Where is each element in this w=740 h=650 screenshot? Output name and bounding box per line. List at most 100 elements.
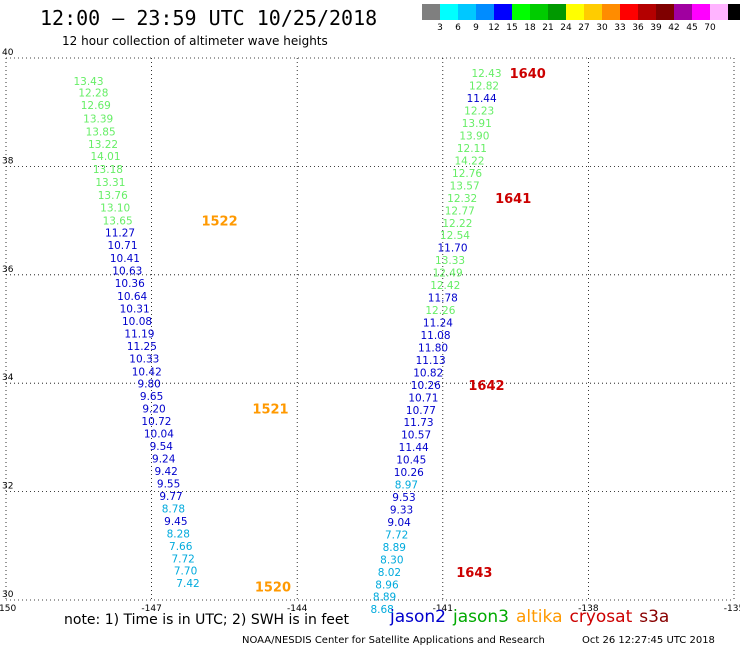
colorbar-label: 3 bbox=[437, 23, 443, 33]
colorbar-swatch bbox=[548, 4, 566, 20]
wave-height-value: 8.78 bbox=[162, 503, 185, 515]
wave-height-value: 9.77 bbox=[159, 491, 182, 503]
wave-height-value: 11.27 bbox=[105, 228, 135, 240]
chart-subtitle: 12 hour collection of altimeter wave hei… bbox=[62, 34, 328, 48]
satellite-legend-altika: altika bbox=[516, 607, 563, 627]
wave-height-value: 9.54 bbox=[150, 441, 174, 453]
x-tick-label: -144 bbox=[287, 604, 308, 614]
pass-time-label: 1520 bbox=[255, 580, 291, 595]
wave-height-value: 10.36 bbox=[115, 278, 145, 290]
x-tick-label: -138 bbox=[578, 604, 599, 614]
pass-time-label: 1522 bbox=[201, 215, 237, 230]
wave-height-value: 12.82 bbox=[469, 81, 499, 93]
colorbar-swatch bbox=[530, 4, 548, 20]
colorbar-label: 18 bbox=[524, 23, 536, 33]
colorbar-label: 21 bbox=[542, 23, 554, 33]
wave-height-value: 9.33 bbox=[390, 504, 413, 516]
wave-height-value: 10.33 bbox=[129, 353, 159, 365]
wave-height-value: 10.63 bbox=[112, 265, 142, 277]
y-tick-label: 36 bbox=[2, 265, 14, 275]
wave-height-value: 13.33 bbox=[435, 255, 465, 267]
wave-height-value: 12.23 bbox=[464, 106, 494, 118]
wave-height-value: 12.77 bbox=[445, 205, 475, 217]
wave-height-value: 10.71 bbox=[408, 392, 438, 404]
wave-height-value: 9.20 bbox=[142, 404, 165, 416]
pass-time-label: 1521 bbox=[252, 403, 288, 418]
colorbar-swatch bbox=[476, 4, 494, 20]
colorbar-swatch bbox=[422, 4, 440, 20]
wave-height-value: 12.42 bbox=[430, 280, 460, 292]
pass-time-labels: 1522 1521 1520 1640 1641 1642 1643 bbox=[201, 67, 545, 595]
wave-height-value: 12.28 bbox=[78, 88, 108, 100]
x-tick-label: -150 bbox=[0, 604, 16, 614]
colorbar-swatch bbox=[494, 4, 512, 20]
wave-height-value: 13.39 bbox=[83, 114, 113, 126]
wave-height-value: 13.18 bbox=[93, 164, 123, 176]
wave-height-value: 13.90 bbox=[459, 131, 489, 143]
wave-height-value: 14.01 bbox=[90, 151, 120, 163]
colorbar-label: 6 bbox=[455, 23, 461, 33]
wave-height-value: 10.45 bbox=[396, 455, 426, 467]
colorbar-swatch bbox=[458, 4, 476, 20]
y-tick-label: 34 bbox=[2, 373, 14, 383]
colorbar-swatch bbox=[638, 4, 656, 20]
colorbar-swatch bbox=[566, 4, 584, 20]
wave-height-value: 11.08 bbox=[420, 330, 450, 342]
colorbar-label: 30 bbox=[596, 23, 608, 33]
x-tick-label: -135 bbox=[724, 604, 740, 614]
pass-time-label: 1643 bbox=[456, 566, 492, 581]
wave-height-value: 8.30 bbox=[380, 554, 403, 566]
wave-height-value: 13.76 bbox=[98, 190, 128, 202]
wave-height-value: 8.89 bbox=[373, 592, 396, 604]
satellite-legend-jason2: jason2 bbox=[390, 607, 446, 627]
wave-height-value: 12.49 bbox=[433, 268, 463, 280]
wave-height-value: 7.42 bbox=[176, 578, 199, 590]
wave-height-value: 11.24 bbox=[423, 317, 453, 329]
x-tick-label: -141 bbox=[433, 604, 453, 614]
wave-height-value: 9.80 bbox=[137, 379, 160, 391]
wave-height-value: 10.57 bbox=[401, 430, 431, 442]
axis-tick-labels: -150 -147 -144 -141 -138 -135 30 32 34 36 38 40 bbox=[0, 48, 740, 614]
wave-height-value: 9.42 bbox=[154, 466, 177, 478]
colorbar-label: 42 bbox=[668, 23, 680, 33]
colorbar-label: 12 bbox=[488, 23, 500, 33]
footer-timestamp: Oct 26 12:27:45 UTC 2018 bbox=[582, 635, 715, 646]
wave-height-value: 13.57 bbox=[450, 180, 480, 192]
wave-height-value: 9.53 bbox=[392, 492, 415, 504]
colorbar-label: 70 bbox=[704, 23, 716, 33]
note-text: note: 1) Time is in UTC; 2) SWH is in fe… bbox=[64, 612, 350, 628]
wave-height-value: 13.43 bbox=[73, 76, 103, 88]
satellite-legend-jason3: jason3 bbox=[453, 607, 509, 627]
grid-lines bbox=[5, 57, 735, 601]
wave-height-value: 12.69 bbox=[81, 100, 111, 112]
wave-height-value: 7.70 bbox=[174, 566, 197, 578]
y-tick-label: 32 bbox=[2, 482, 13, 492]
wave-height-value: 10.71 bbox=[107, 240, 137, 252]
footer-credit: NOAA/NESDIS Center for Satellite Applica… bbox=[242, 635, 545, 646]
colorbar-swatch bbox=[656, 4, 674, 20]
colorbar-label: 15 bbox=[506, 23, 518, 33]
colorbar-swatch bbox=[440, 4, 458, 20]
wave-height-value: 12.11 bbox=[457, 143, 487, 155]
wave-height-value: 11.25 bbox=[127, 341, 157, 353]
x-tick-label: -147 bbox=[141, 604, 161, 614]
wave-height-value: 11.78 bbox=[428, 293, 458, 305]
colorbar-swatch bbox=[692, 4, 710, 20]
wave-height-value: 10.31 bbox=[120, 303, 150, 315]
colorbar-label: 24 bbox=[560, 23, 572, 33]
colorbar-label: 36 bbox=[632, 23, 644, 33]
satellite-legend-cryosat: cryosat bbox=[569, 607, 633, 627]
y-tick-label: 38 bbox=[2, 156, 14, 166]
satellite-legend: jason2 jason3 altika cryosat s3a bbox=[390, 607, 676, 627]
wave-height-value: 7.66 bbox=[169, 541, 193, 553]
y-tick-label: 40 bbox=[2, 48, 14, 58]
satellite-legend-s3a: s3a bbox=[639, 607, 670, 627]
wave-height-value: 10.42 bbox=[132, 366, 162, 378]
colorbar-label: 39 bbox=[650, 23, 662, 33]
colorbar-swatch bbox=[512, 4, 530, 20]
wave-height-value: 8.89 bbox=[383, 542, 406, 554]
wave-height-value: 10.77 bbox=[406, 405, 436, 417]
wave-height-value: 8.68 bbox=[370, 604, 393, 616]
